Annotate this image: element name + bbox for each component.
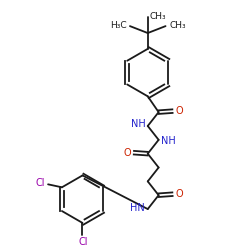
Text: Cl: Cl	[79, 237, 88, 247]
Text: CH₃: CH₃	[169, 20, 186, 30]
Text: O: O	[176, 106, 183, 116]
Text: HN: HN	[130, 203, 145, 213]
Text: O: O	[176, 189, 183, 199]
Text: Cl: Cl	[36, 178, 45, 188]
Text: O: O	[123, 148, 131, 158]
Text: NH: NH	[161, 136, 176, 146]
Text: NH: NH	[132, 119, 146, 129]
Text: H₃C: H₃C	[110, 20, 126, 30]
Text: CH₃: CH₃	[149, 12, 166, 21]
